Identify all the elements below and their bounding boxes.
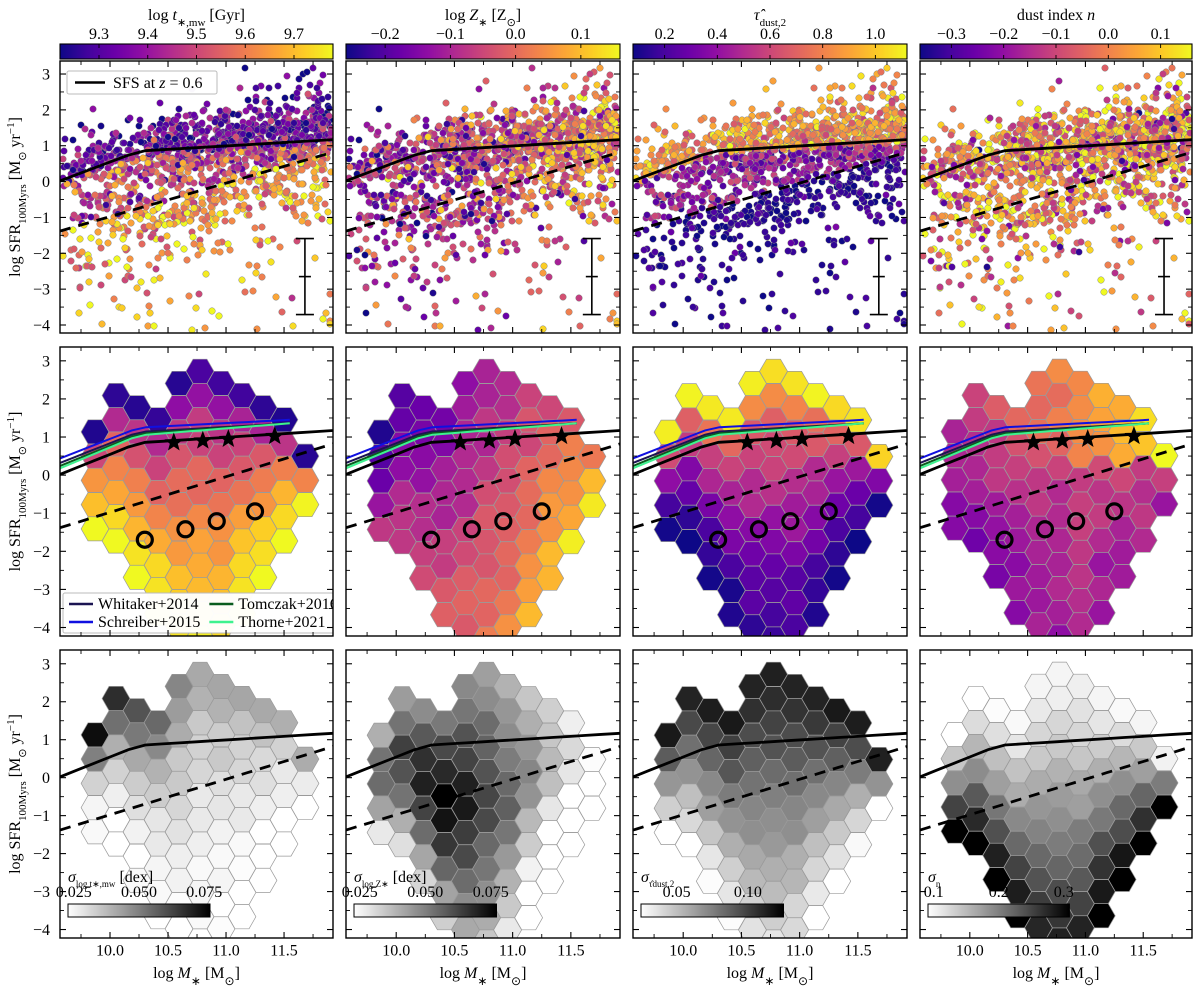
svg-text:0: 0	[42, 174, 50, 191]
svg-text:−4: −4	[33, 318, 50, 335]
svg-text:SFS at z = 0.6: SFS at z = 0.6	[113, 75, 203, 92]
svg-text:−2: −2	[33, 246, 50, 263]
svg-text:−1: −1	[33, 210, 50, 227]
svg-text:−3: −3	[33, 282, 50, 299]
svg-text:3: 3	[42, 67, 50, 84]
svg-text:1: 1	[42, 138, 50, 155]
svg-text:2: 2	[42, 102, 50, 119]
